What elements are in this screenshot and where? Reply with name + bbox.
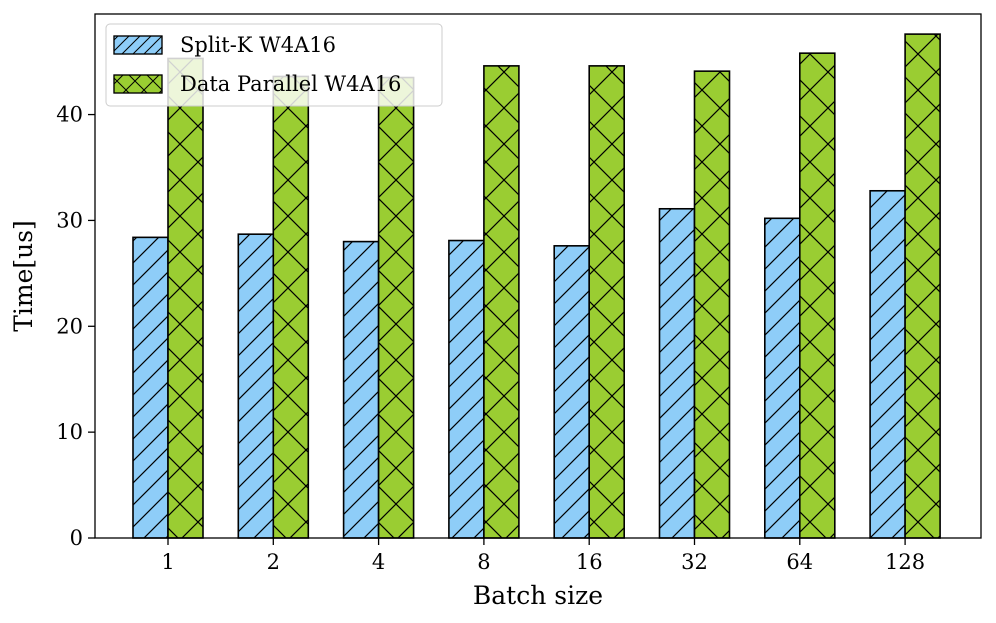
bar-split-k-64 — [763, 217, 801, 539]
x-tick-label: 16 — [576, 550, 603, 574]
bar-split-k-2 — [237, 233, 275, 539]
bar-split-k-4 — [342, 240, 380, 539]
plot-area-frame — [94, 13, 982, 539]
bar-data-parallel-32 — [693, 70, 731, 539]
bar-hatch — [869, 189, 906, 539]
x-tick-label: 32 — [681, 550, 708, 574]
y-tick-label: 40 — [56, 103, 83, 127]
bar-hatch — [377, 76, 415, 539]
bar-hatch — [448, 239, 485, 539]
x-tick-label: 8 — [477, 550, 490, 574]
bar-split-k-1 — [132, 236, 169, 539]
bar-data-parallel-8 — [483, 65, 520, 539]
x-tick-label: 1 — [161, 550, 174, 574]
bar-hatch — [588, 65, 626, 539]
bar-data-parallel-1 — [167, 57, 204, 539]
bar-hatch — [658, 207, 696, 539]
y-tick-label: 30 — [56, 208, 83, 232]
legend-label-split-k: Split-K W4A16 — [180, 33, 336, 57]
bar-hatch — [763, 217, 801, 539]
bar-hatch — [553, 245, 591, 539]
x-tick-label: 64 — [786, 550, 813, 574]
x-tick-label: 4 — [372, 550, 385, 574]
bars-layer — [132, 33, 941, 539]
x-axis-label: Batch size — [473, 581, 603, 610]
x-tick-label: 2 — [267, 550, 280, 574]
bar-data-parallel-4 — [377, 76, 415, 539]
bar-split-k-32 — [658, 207, 696, 539]
legend-swatch-data-parallel-hatch — [113, 74, 163, 94]
y-axis-label: Time[us] — [9, 220, 38, 332]
legend-frame — [105, 23, 443, 107]
bar-data-parallel-128 — [904, 33, 941, 539]
legend-label-data-parallel: Data Parallel W4A16 — [180, 72, 401, 96]
bar-split-k-8 — [448, 239, 485, 539]
x-tick-label: 128 — [885, 550, 925, 574]
legend: Split-K W4A16 Data Parallel W4A16 — [105, 23, 443, 107]
bar-hatch — [132, 236, 169, 539]
y-tick-label: 20 — [56, 314, 83, 338]
legend-swatch-split-k-hatch — [113, 35, 163, 55]
bar-data-parallel-16 — [588, 65, 626, 539]
bar-hatch — [342, 240, 380, 539]
x-axis: 1 2 4 8 16 32 64 128 — [161, 538, 925, 574]
bar-data-parallel-64 — [798, 52, 836, 539]
y-tick-label: 10 — [56, 420, 83, 444]
bar-hatch — [237, 233, 275, 539]
y-tick-label: 0 — [70, 526, 83, 550]
bar-split-k-128 — [869, 189, 906, 539]
bar-hatch — [798, 52, 836, 539]
bar-hatch — [272, 75, 310, 539]
y-axis: 0 10 20 30 40 — [56, 103, 95, 550]
bar-split-k-16 — [553, 245, 591, 539]
bar-data-parallel-2 — [272, 75, 310, 539]
bar-hatch — [483, 65, 520, 539]
bar-hatch — [693, 70, 731, 539]
bar-hatch — [904, 33, 941, 539]
bar-hatch — [167, 57, 204, 539]
